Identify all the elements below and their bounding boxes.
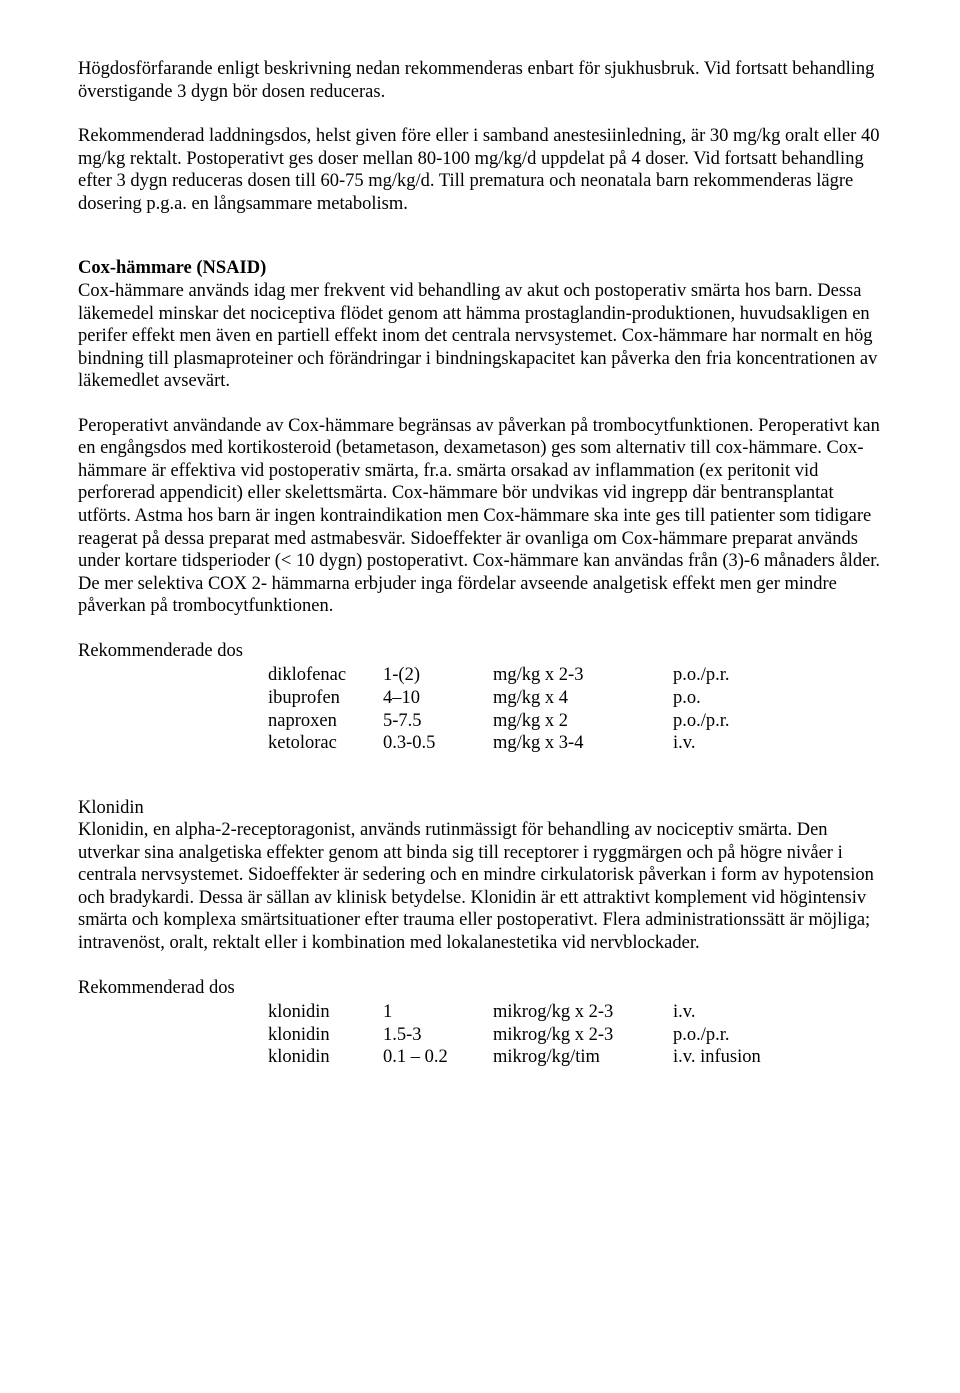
unit-cell: mg/kg x 2 — [493, 710, 673, 733]
drug-cell: naproxen — [268, 710, 383, 733]
dose-cell: 4–10 — [383, 687, 493, 710]
dose-cell: 0.3-0.5 — [383, 732, 493, 755]
dose-cell: 1 — [383, 1001, 493, 1024]
klonidin-body: Klonidin, en alpha-2-receptoragonist, an… — [78, 820, 874, 953]
unit-cell: mg/kg x 3-4 — [493, 732, 673, 755]
cox-body-1: Cox-hämmare används idag mer frekvent vi… — [78, 281, 877, 391]
klonidin-dose-heading: Rekommenderad dos — [78, 977, 890, 1000]
table-row: ibuprofen 4–10 mg/kg x 4 p.o. — [268, 687, 783, 710]
dose-cell: 1.5-3 — [383, 1024, 493, 1047]
route-cell: i.v. infusion — [673, 1046, 783, 1069]
table-row: klonidin 0.1 – 0.2 mikrog/kg/tim i.v. in… — [268, 1046, 783, 1069]
route-cell: i.v. — [673, 732, 783, 755]
klonidin-dose-table: klonidin 1 mikrog/kg x 2-3 i.v. klonidin… — [268, 1001, 783, 1069]
table-row: klonidin 1 mikrog/kg x 2-3 i.v. — [268, 1001, 783, 1024]
klonidin-heading: Klonidin — [78, 797, 890, 820]
drug-cell: ibuprofen — [268, 687, 383, 710]
drug-cell: diklofenac — [268, 664, 383, 687]
cox-heading: Cox-hämmare (NSAID) — [78, 257, 890, 280]
drug-cell: klonidin — [268, 1046, 383, 1069]
klonidin-section: Klonidin Klonidin, en alpha-2-receptorag… — [78, 797, 890, 955]
drug-cell: klonidin — [268, 1024, 383, 1047]
unit-cell: mikrog/kg/tim — [493, 1046, 673, 1069]
intro-paragraph: Högdosförfarande enligt beskrivning neda… — [78, 58, 890, 103]
table-row: klonidin 1.5-3 mikrog/kg x 2-3 p.o./p.r. — [268, 1024, 783, 1047]
unit-cell: mg/kg x 4 — [493, 687, 673, 710]
dose-cell: 1-(2) — [383, 664, 493, 687]
table-row: diklofenac 1-(2) mg/kg x 2-3 p.o./p.r. — [268, 664, 783, 687]
cox-dose-heading: Rekommenderade dos — [78, 640, 890, 663]
drug-cell: ketolorac — [268, 732, 383, 755]
route-cell: p.o./p.r. — [673, 710, 783, 733]
route-cell: i.v. — [673, 1001, 783, 1024]
cox-dose-table: diklofenac 1-(2) mg/kg x 2-3 p.o./p.r. i… — [268, 664, 783, 754]
unit-cell: mikrog/kg x 2-3 — [493, 1024, 673, 1047]
dose-cell: 5-7.5 — [383, 710, 493, 733]
loading-dose-paragraph: Rekommenderad laddningsdos, helst given … — [78, 125, 890, 215]
table-row: ketolorac 0.3-0.5 mg/kg x 3-4 i.v. — [268, 732, 783, 755]
unit-cell: mikrog/kg x 2-3 — [493, 1001, 673, 1024]
unit-cell: mg/kg x 2-3 — [493, 664, 673, 687]
cox-body-2: Peroperativt användande av Cox-hämmare b… — [78, 415, 890, 618]
cox-section: Cox-hämmare (NSAID) Cox-hämmare används … — [78, 257, 890, 392]
drug-cell: klonidin — [268, 1001, 383, 1024]
table-row: naproxen 5-7.5 mg/kg x 2 p.o./p.r. — [268, 710, 783, 733]
dose-cell: 0.1 – 0.2 — [383, 1046, 493, 1069]
route-cell: p.o./p.r. — [673, 664, 783, 687]
route-cell: p.o. — [673, 687, 783, 710]
route-cell: p.o./p.r. — [673, 1024, 783, 1047]
